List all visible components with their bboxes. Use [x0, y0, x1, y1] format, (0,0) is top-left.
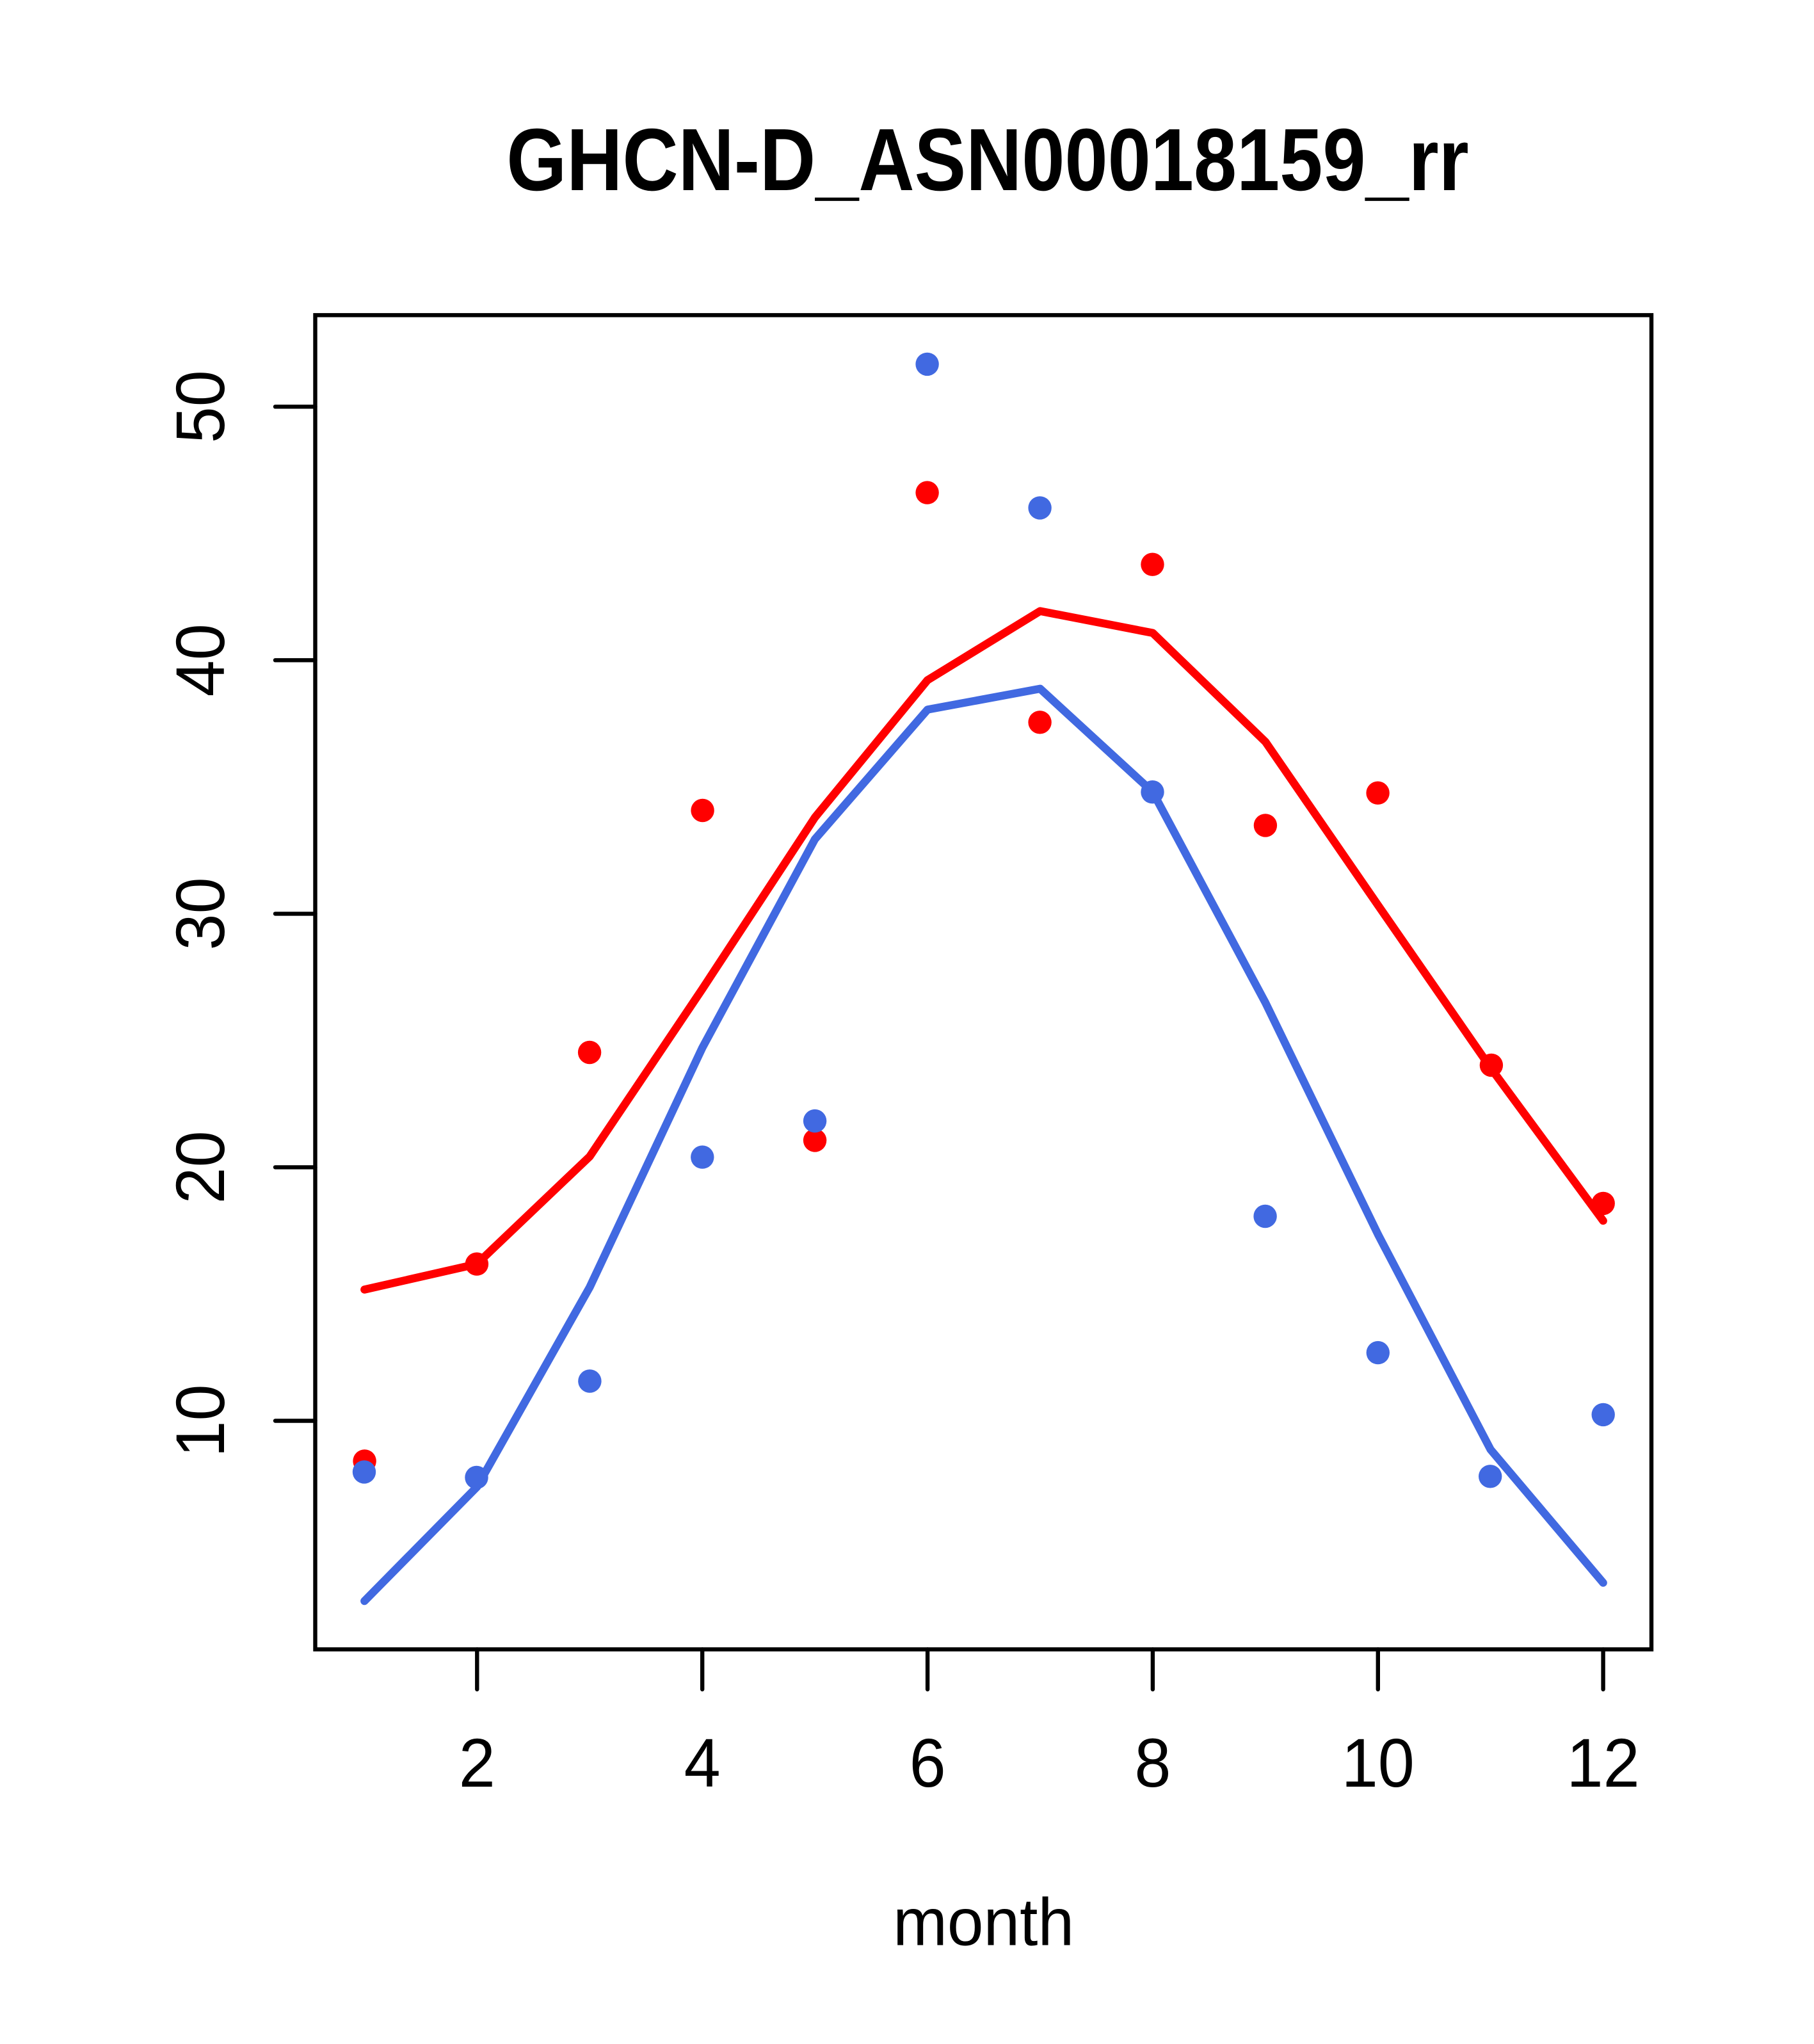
svg-text:50: 50 — [163, 370, 239, 443]
svg-text:20: 20 — [163, 1131, 239, 1203]
svg-text:10: 10 — [1342, 1725, 1415, 1802]
svg-text:8: 8 — [1134, 1725, 1171, 1802]
svg-text:30: 30 — [163, 877, 239, 950]
svg-text:2: 2 — [459, 1725, 495, 1802]
svg-text:40: 40 — [163, 624, 239, 696]
svg-text:6: 6 — [910, 1725, 946, 1802]
svg-text:GHCN-D_ASN00018159_rr: GHCN-D_ASN00018159_rr — [506, 111, 1468, 209]
svg-text:month: month — [893, 1884, 1074, 1960]
svg-text:10: 10 — [163, 1384, 239, 1457]
svg-text:12: 12 — [1567, 1725, 1640, 1802]
svg-text:4: 4 — [684, 1725, 721, 1802]
